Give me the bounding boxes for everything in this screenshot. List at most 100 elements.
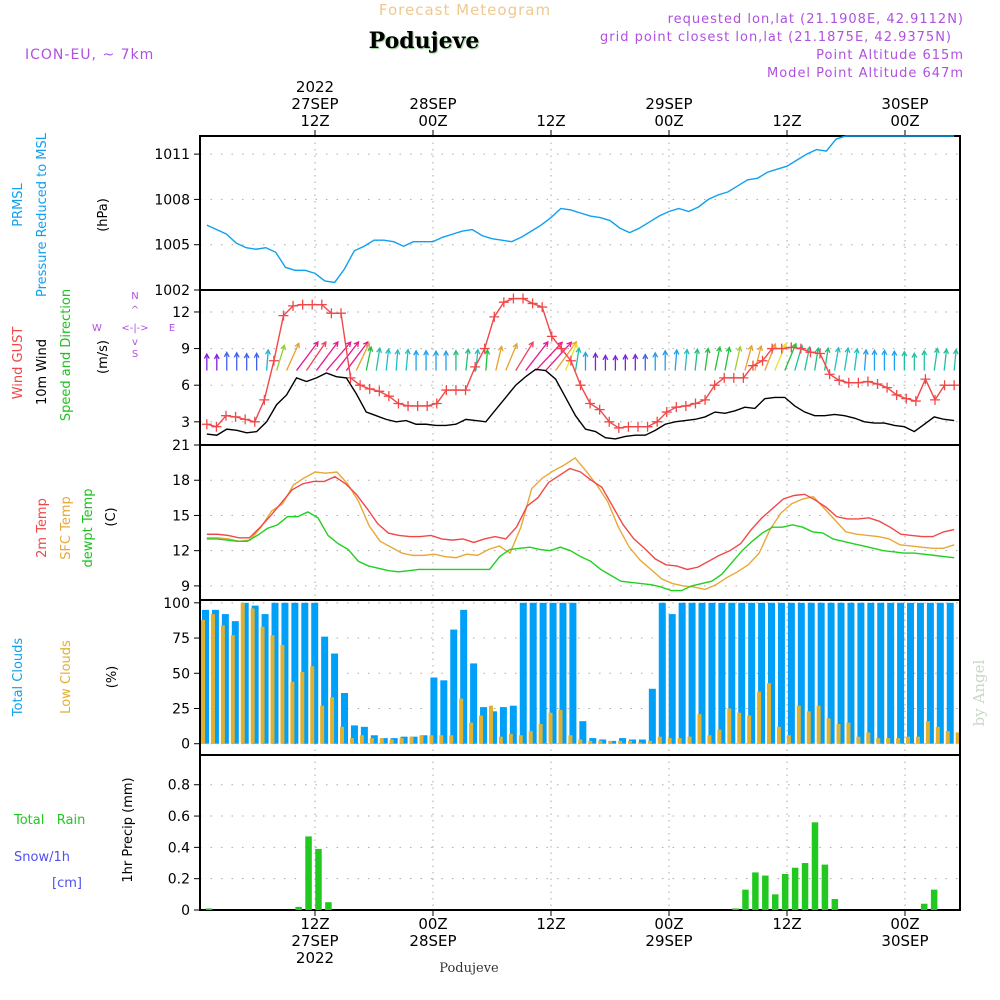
total-clouds-bar — [877, 602, 885, 744]
wind-gust-marker — [786, 342, 797, 353]
wind-gust-marker — [479, 343, 490, 354]
wind-gust-marker — [211, 421, 222, 432]
total-clouds-bar — [360, 726, 368, 744]
wind-direction-arrow — [223, 351, 230, 371]
wind-direction-arrow — [862, 348, 869, 371]
wind-arrow-head — [901, 350, 908, 357]
rain-bar — [305, 836, 312, 910]
wind-arrow-head — [404, 348, 411, 355]
low-clouds-bar — [578, 739, 583, 744]
wind-arrow-shaft — [535, 341, 563, 371]
total-clouds-bar — [331, 653, 339, 744]
wind-arrow-head — [528, 341, 534, 348]
wind-direction-arrow — [612, 354, 619, 371]
wind-direction-arrow — [404, 348, 411, 371]
wind-direction-arrow — [315, 340, 339, 371]
pressure-line — [206, 135, 955, 284]
low-clouds-bar — [498, 736, 503, 744]
total-clouds-bar — [619, 738, 627, 744]
wind-direction-arrow — [901, 350, 908, 371]
low-clouds-bar — [955, 732, 959, 744]
wind-arrow-head — [871, 349, 878, 356]
wind-gust-marker — [642, 421, 653, 432]
wind-direction-arrow — [632, 353, 639, 371]
low-clouds-bar — [488, 705, 493, 744]
low-clouds-bar — [538, 724, 543, 744]
wind-direction-arrow — [243, 352, 250, 371]
wind-direction-arrow — [673, 348, 680, 371]
low-clouds-bar — [697, 714, 702, 744]
low-clouds-bar — [627, 740, 632, 744]
ytick-label: 1008 — [154, 192, 190, 208]
panel-wind: 3 6 9 12 — [172, 289, 961, 446]
chart-title: Forecast Meteogram — [379, 1, 551, 19]
wind-gust-marker — [537, 302, 548, 313]
wind-direction-arrow — [495, 345, 504, 371]
wind-arrow-head — [385, 347, 392, 355]
rain-bar — [821, 864, 829, 910]
wind-gust-marker — [268, 355, 279, 366]
wind-gust-marker — [470, 361, 481, 372]
wind-gust-marker — [556, 343, 567, 354]
precip-ylabel: 1hr Precip (mm) Total Rain Snow/1h [cm] — [13, 777, 136, 891]
top-time-label: 12Z — [772, 112, 801, 130]
wind-arrow-head — [575, 346, 582, 354]
wind-gust-marker — [240, 414, 251, 425]
low-clouds-bar — [369, 738, 374, 744]
wind-arrow-shaft — [684, 349, 688, 371]
low-clouds-bar — [419, 735, 424, 744]
total-clouds-bar — [589, 738, 597, 744]
low-clouds-bar — [836, 724, 841, 744]
wind-direction-arrow — [574, 346, 582, 371]
wind-direction-arrow — [683, 348, 690, 371]
model-altitude: Model Point Altitude 647m — [767, 66, 964, 81]
wind-arrow-shaft — [704, 348, 709, 371]
low-clouds-bar — [389, 739, 394, 744]
wind-direction-arrow — [394, 348, 401, 371]
total-clouds-bar — [420, 735, 428, 744]
wind-arrow-head — [632, 353, 639, 360]
low-clouds-bar — [677, 738, 682, 744]
wind-gust-marker — [872, 378, 883, 389]
low-clouds-bar — [598, 740, 603, 744]
wind-arrow-head — [443, 349, 449, 356]
total-clouds-bar — [460, 609, 468, 744]
wind-arrow-head — [423, 349, 430, 356]
low-clouds-bar — [210, 614, 215, 744]
total-clouds-label: Total Clouds — [11, 638, 26, 718]
wind-gust-marker — [355, 380, 366, 391]
total-clouds-bar — [837, 602, 845, 744]
wind-arrow-shaft — [525, 341, 549, 371]
wind-ylabel: Wind GUST 10m Wind Speed and Direction (… — [11, 289, 175, 421]
wind-gust-marker — [671, 402, 682, 413]
total-clouds-bar — [410, 736, 418, 744]
total-clouds-bar — [291, 602, 299, 744]
low-clouds-bar — [379, 738, 384, 744]
total-clouds-bar — [321, 636, 329, 744]
wind-direction-arrow — [484, 348, 491, 371]
total-clouds-bar — [241, 602, 249, 744]
wind-arrow-head — [781, 342, 788, 349]
wind-arrow-head — [345, 341, 352, 348]
wind-direction-arrow — [592, 351, 599, 371]
wind-arrow-shaft — [814, 348, 819, 371]
rain-bar — [742, 889, 749, 910]
location-title: Podujeve — [369, 28, 480, 54]
total-clouds-bar — [251, 605, 259, 744]
total-clouds-bar — [718, 602, 726, 744]
wind-gust-marker — [575, 380, 586, 391]
low-clouds-bar — [876, 738, 881, 744]
wind-gust-marker — [882, 382, 893, 393]
wind-arrow-head — [243, 352, 250, 359]
low-clouds-bar — [737, 712, 742, 744]
wind-arrow-head — [543, 340, 549, 348]
wind-arrow-shaft — [574, 348, 580, 371]
wind-direction-arrow — [285, 342, 300, 371]
wind-gust-marker — [843, 377, 854, 388]
wind-direction-arrow — [505, 342, 519, 371]
wind-arrow-head — [566, 341, 573, 348]
wind-arrow-shaft — [724, 347, 731, 371]
requested-coords: requested lon,lat (21.1908E, 42.9112N) — [668, 12, 964, 27]
wind-dir-label: Speed and Direction — [59, 289, 74, 421]
wind-arrow-head — [294, 342, 300, 349]
